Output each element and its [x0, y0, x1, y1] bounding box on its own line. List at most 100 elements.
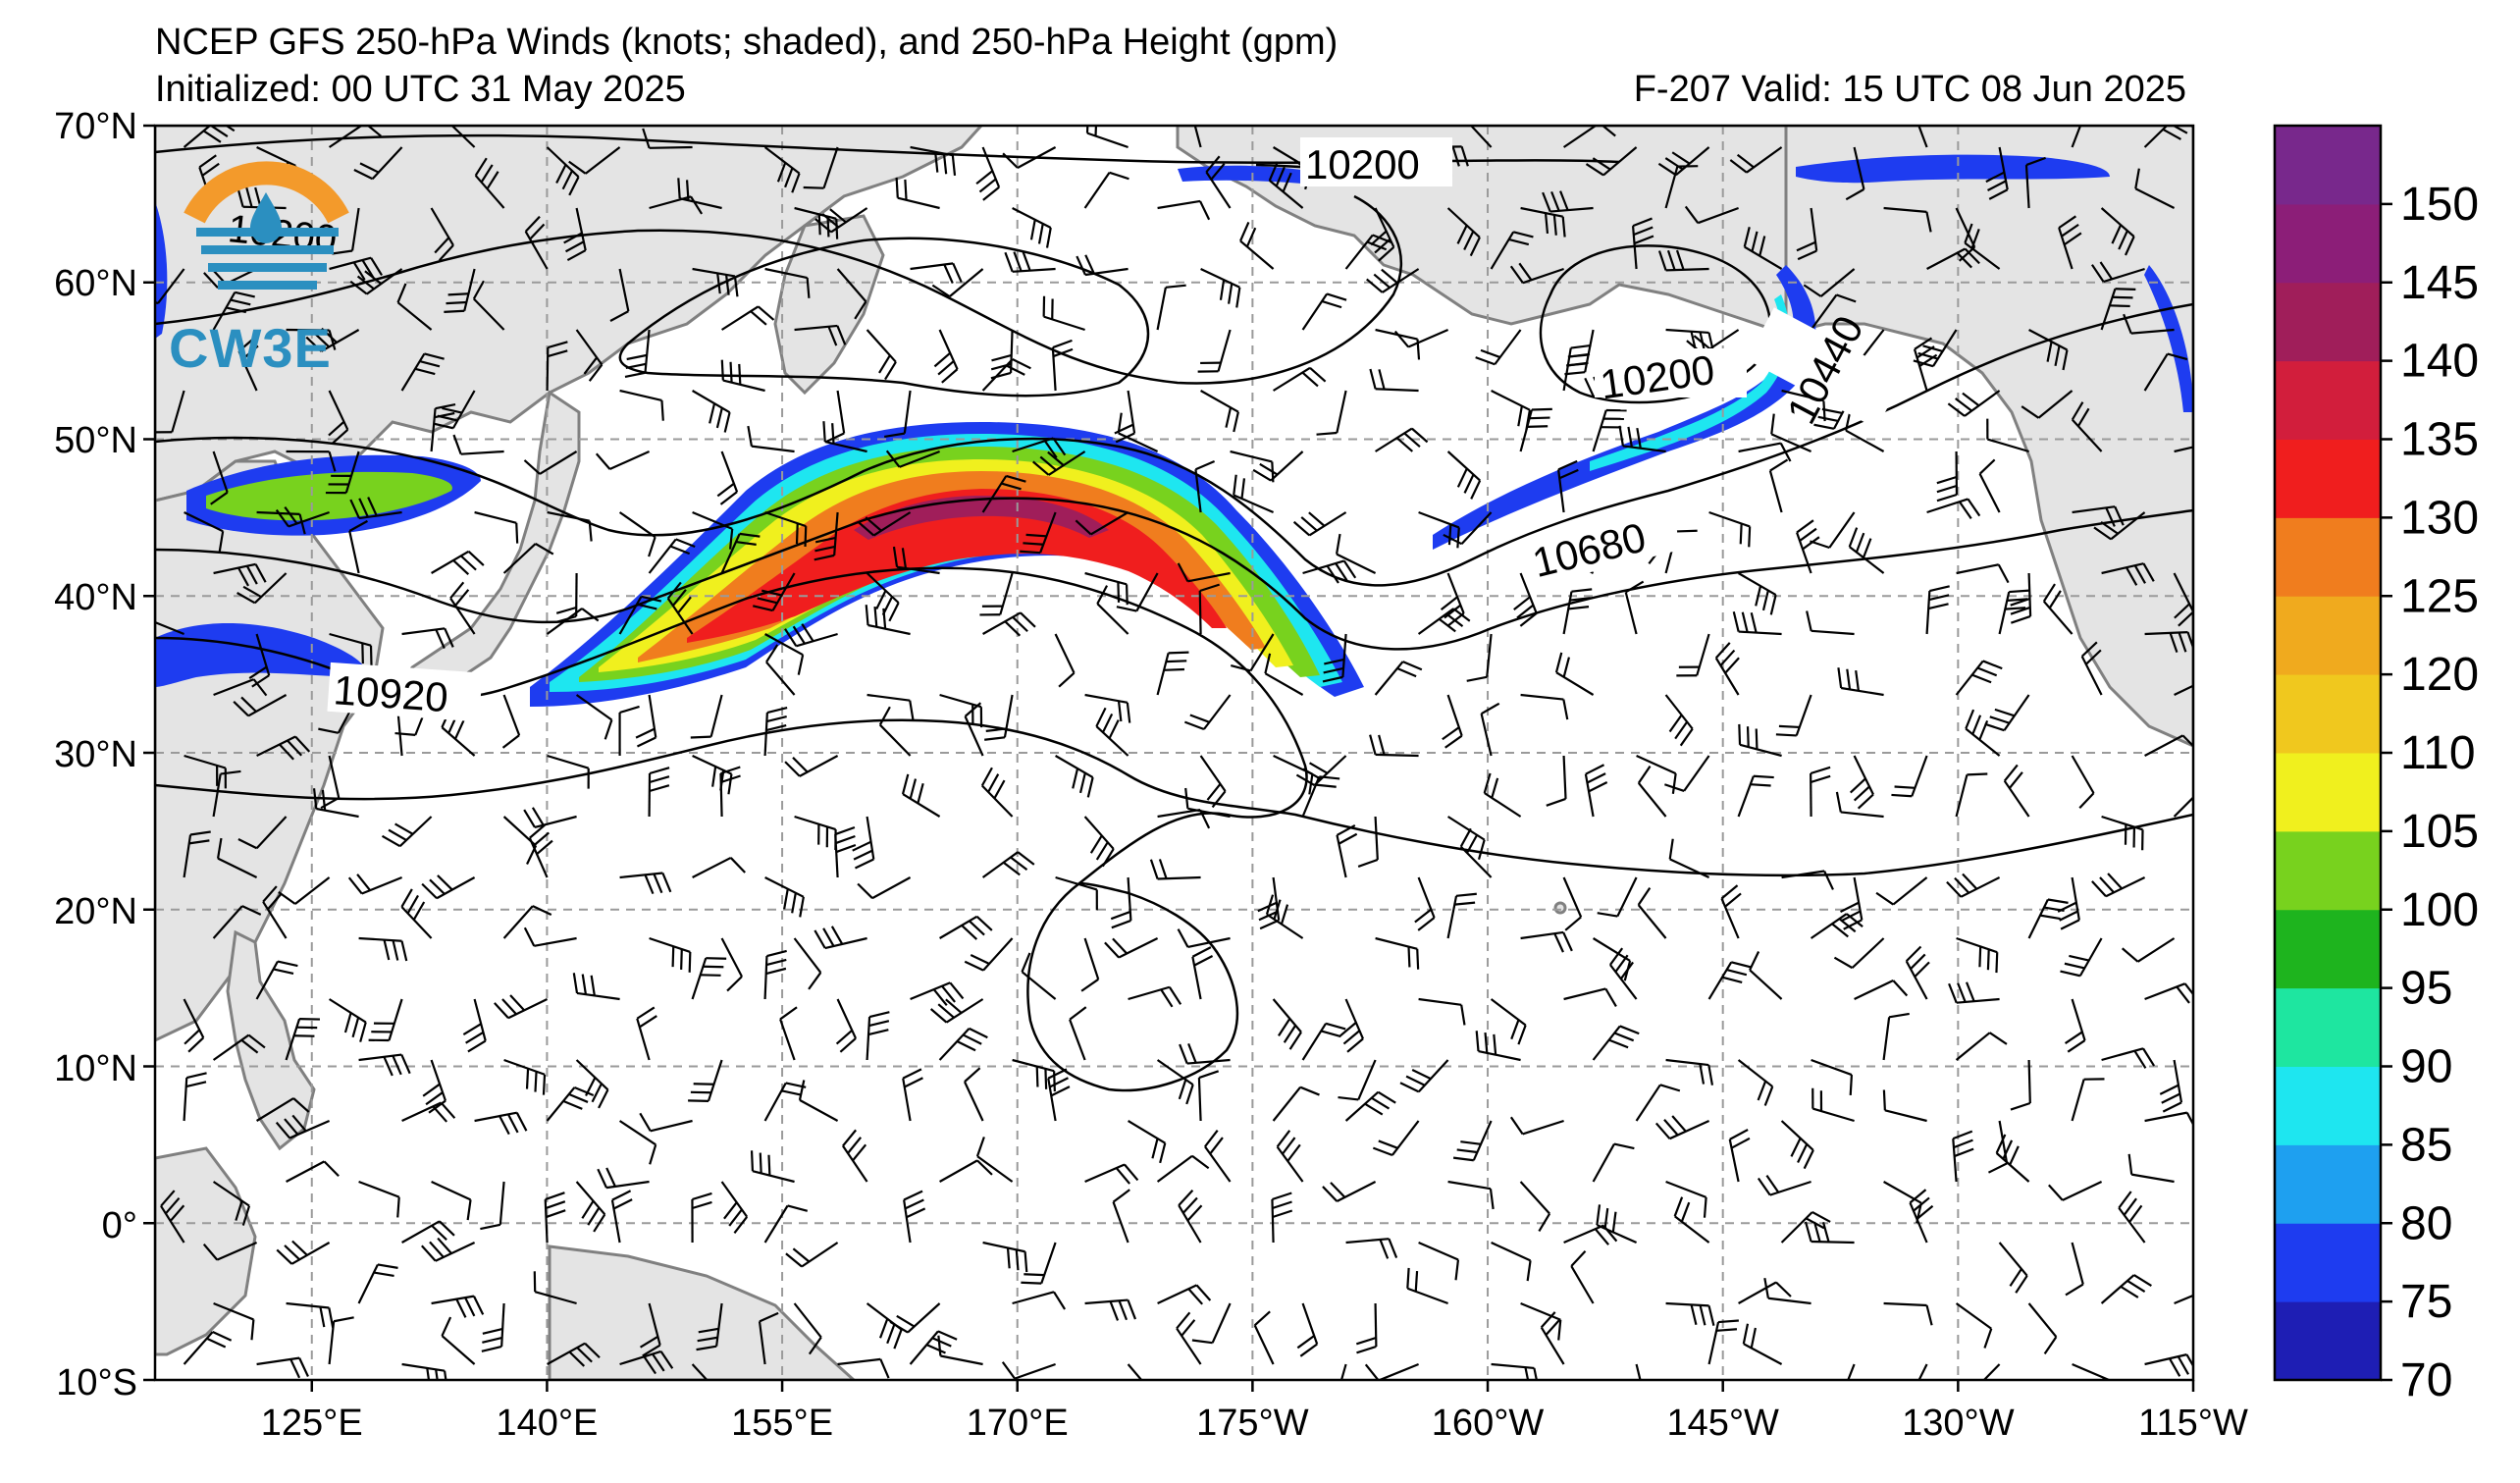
barb-flag [1199, 809, 1211, 829]
barb-shaft [1674, 1215, 1710, 1244]
barb-flag [2174, 603, 2190, 619]
barb-flag [542, 1074, 547, 1095]
barb-flag [564, 240, 585, 253]
barb-shaft [981, 784, 1014, 818]
barb-flag [2177, 1355, 2189, 1375]
contour-10800 [155, 497, 2193, 651]
barb-flag [1342, 1030, 1361, 1045]
barb-flag [1205, 155, 1221, 173]
wind-barb [910, 262, 963, 285]
barb-flag [1357, 858, 1379, 868]
barb-flag [1069, 1006, 1087, 1021]
jet-gulf-alaska-cyan [1590, 294, 1790, 471]
wind-barb [349, 497, 402, 520]
lon-labels: 125°E 140°E 155°E 170°E 175°W 160°W 145°… [261, 1403, 2248, 1444]
wind-barb [1738, 572, 1777, 615]
barb-flag [1372, 1146, 1393, 1157]
barb-flag [1085, 126, 1089, 133]
wind-barb [1631, 217, 1654, 270]
barb-shaft [255, 961, 279, 1000]
barb-flag [747, 425, 753, 447]
barb-flag [198, 154, 217, 169]
barb-shaft [618, 596, 643, 635]
wind-barb [286, 1301, 335, 1329]
wind-barb [1708, 510, 1752, 548]
barb-shaft [216, 1241, 258, 1261]
wind-barb [764, 633, 805, 675]
wind-barb [982, 1241, 1028, 1273]
barb-shaft [2071, 998, 2086, 1041]
barb-flag [814, 554, 835, 561]
barb-flag [865, 516, 882, 532]
barb-shaft [1375, 388, 1419, 393]
barb-shaft [1157, 1284, 1197, 1304]
barb-flag [1664, 783, 1685, 792]
barb-flag [241, 1205, 251, 1226]
barb-shaft [1828, 511, 1856, 549]
barb-flag [2114, 505, 2125, 526]
barb-shaft [1200, 268, 1240, 289]
wind-barb [1372, 1120, 1420, 1157]
barb-flag [952, 262, 963, 283]
barb-flag [267, 892, 283, 911]
barb-flag [356, 874, 371, 891]
barb-flag [852, 840, 872, 852]
barb-flag [1540, 1311, 1556, 1329]
barb-flag [1299, 1086, 1320, 1096]
barb-shaft [212, 450, 229, 494]
barb-flag [1668, 838, 1674, 860]
wind-barb [1374, 661, 1423, 696]
wind-barb [572, 973, 620, 1001]
barb-flag [1378, 734, 1386, 756]
barb-flag [1456, 527, 1460, 549]
barb-flag [2162, 1101, 2182, 1113]
barb-flag [364, 270, 383, 285]
barb-shaft [1249, 633, 1275, 672]
wind-barb [2071, 107, 2108, 148]
barb-shaft [1738, 1281, 1777, 1304]
barb-shaft [1187, 571, 1231, 583]
barb-flag [1364, 1102, 1384, 1116]
barb-flag [1524, 1366, 1530, 1380]
wind-barb [1570, 1250, 1595, 1304]
barb-flag [1567, 361, 1589, 367]
barb-flag [2087, 107, 2108, 109]
barb-flag [1452, 608, 1471, 622]
barb-flag [563, 232, 583, 244]
barb-shaft [1418, 997, 1462, 1006]
barb-flag [766, 949, 787, 958]
colorbar-tick-label: 105 [2400, 806, 2479, 858]
barb-flag [237, 337, 255, 352]
barb-flag [804, 526, 808, 548]
wind-barb [1946, 873, 2001, 898]
barb-shaft [866, 693, 911, 702]
barb-flag [1741, 611, 1749, 633]
barb-shaft [1911, 755, 1928, 797]
barb-shaft [328, 126, 364, 148]
barb-flag [1804, 1221, 1812, 1243]
wind-barb [1177, 562, 1231, 583]
barb-flag [598, 1088, 609, 1109]
wind-barb [1520, 930, 1573, 953]
barb-shaft [1964, 241, 2001, 270]
barb-shaft [2062, 1181, 2103, 1201]
wind-barb [1322, 1181, 1377, 1202]
barb-flag [1779, 443, 1792, 462]
barb-flag [144, 598, 146, 618]
wind-barb [750, 1150, 795, 1184]
wind-barb [1987, 1120, 2009, 1174]
barb-shaft [1301, 775, 1321, 818]
wind-barb [1714, 642, 1740, 696]
barb-flag [723, 1201, 738, 1220]
barb-flag [1679, 727, 1694, 747]
barb-flag [808, 972, 822, 990]
barb-shaft [1233, 494, 1275, 514]
barb-flag [237, 838, 258, 850]
barb-shaft [1520, 1301, 1561, 1321]
barb-flag [1759, 236, 1766, 257]
barb-shaft [824, 440, 867, 453]
barb-flag [465, 1031, 485, 1044]
barb-shaft [1563, 987, 1606, 1001]
barb-flag [636, 736, 656, 748]
barb-shaft [328, 1321, 336, 1365]
